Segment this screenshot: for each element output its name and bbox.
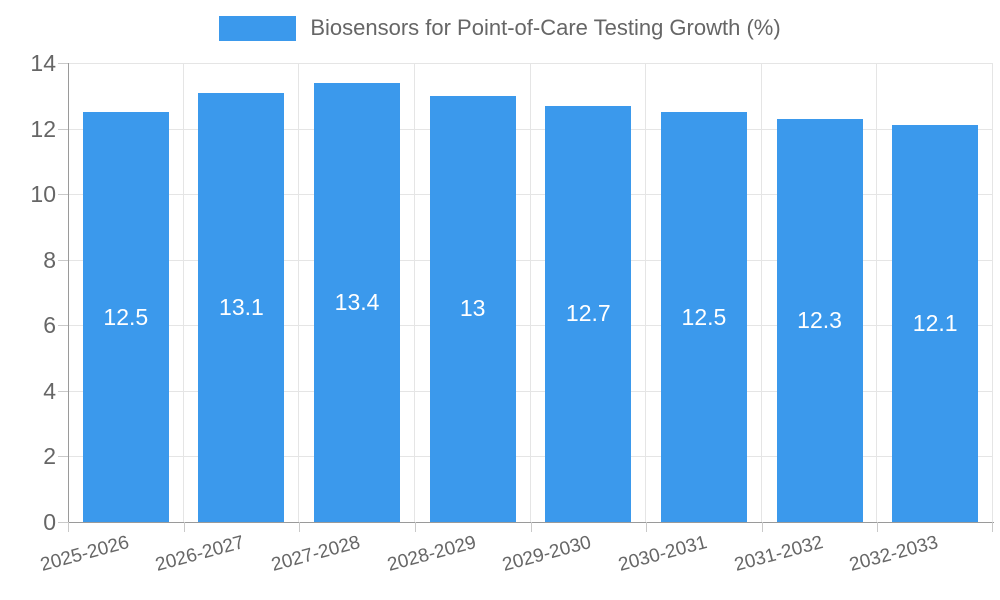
gridline-horizontal	[68, 456, 993, 458]
x-axis-tick	[646, 522, 648, 532]
bar-2028-2029[interactable]: 13	[429, 95, 516, 522]
legend-swatch	[219, 15, 297, 41]
bar-2026-2027[interactable]: 13.1	[198, 92, 285, 522]
gridline-horizontal	[68, 194, 993, 196]
gridline-horizontal	[68, 128, 993, 130]
y-axis-label: 14	[30, 50, 56, 76]
bar-value-label: 12.3	[797, 306, 842, 333]
gridline-vertical	[298, 63, 300, 522]
gridline-horizontal	[68, 390, 993, 392]
bar-value-label: 12.5	[103, 303, 149, 330]
y-axis-label: 2	[43, 443, 56, 470]
x-axis-tick	[761, 522, 763, 532]
bar-2032-2033[interactable]: 12.1	[892, 125, 979, 522]
x-axis-tick	[299, 522, 301, 532]
bar-2031-2032[interactable]: 12.3	[776, 118, 863, 522]
y-axis-tick	[58, 128, 68, 130]
bar-2029-2030[interactable]: 12.7	[545, 105, 632, 522]
bar-value-label: 12.1	[912, 310, 958, 337]
gridline-vertical	[992, 63, 993, 522]
x-axis-tick	[530, 522, 532, 532]
y-axis-tick	[58, 63, 68, 64]
gridline-vertical	[876, 63, 878, 522]
gridline-vertical	[413, 63, 415, 522]
y-axis-tick	[58, 390, 68, 392]
y-axis-label: 4	[43, 377, 56, 404]
x-axis-tick	[414, 522, 416, 532]
bar-2027-2028[interactable]: 13.4	[314, 82, 401, 522]
gridline-vertical	[529, 63, 531, 522]
gridline-horizontal	[68, 259, 993, 261]
bar-value-label: 12.5	[681, 303, 727, 330]
y-axis-label: 6	[43, 312, 56, 339]
gridline-vertical	[760, 63, 762, 522]
x-axis-tick	[992, 522, 993, 532]
y-axis-tick	[58, 194, 68, 196]
x-axis-tick	[877, 522, 879, 532]
bar-value-label: 12.7	[565, 300, 611, 327]
bar-2030-2031[interactable]: 12.5	[660, 112, 747, 522]
y-axis-tick	[58, 456, 68, 458]
y-axis-line	[68, 63, 69, 523]
y-axis-label: 12	[30, 115, 56, 142]
bar-value-label: 13	[459, 295, 486, 322]
x-axis-tick	[68, 522, 69, 532]
y-axis-label: 10	[30, 181, 56, 208]
gridline-vertical	[645, 63, 647, 522]
y-axis-tick	[58, 325, 68, 327]
x-axis-tick	[183, 522, 185, 532]
bar-value-label: 13.4	[334, 288, 380, 315]
y-axis-label: 0	[43, 509, 56, 535]
y-axis-tick	[58, 522, 68, 523]
plot-area: 12.5 13.1 13.4 13 12.7 12.5 12.3 12.1	[68, 63, 993, 522]
y-axis-label: 8	[43, 246, 56, 273]
bar-value-label: 13.1	[219, 293, 264, 320]
gridline-vertical	[182, 63, 184, 522]
legend-label: Biosensors for Point-of-Care Testing Gro…	[310, 15, 781, 40]
bar-2025-2026[interactable]: 12.5	[82, 112, 169, 522]
gridline-horizontal	[68, 63, 993, 64]
y-axis-tick	[58, 259, 68, 261]
chart-legend[interactable]: Biosensors for Point-of-Care Testing Gro…	[0, 15, 1000, 41]
gridline-horizontal	[68, 325, 993, 327]
